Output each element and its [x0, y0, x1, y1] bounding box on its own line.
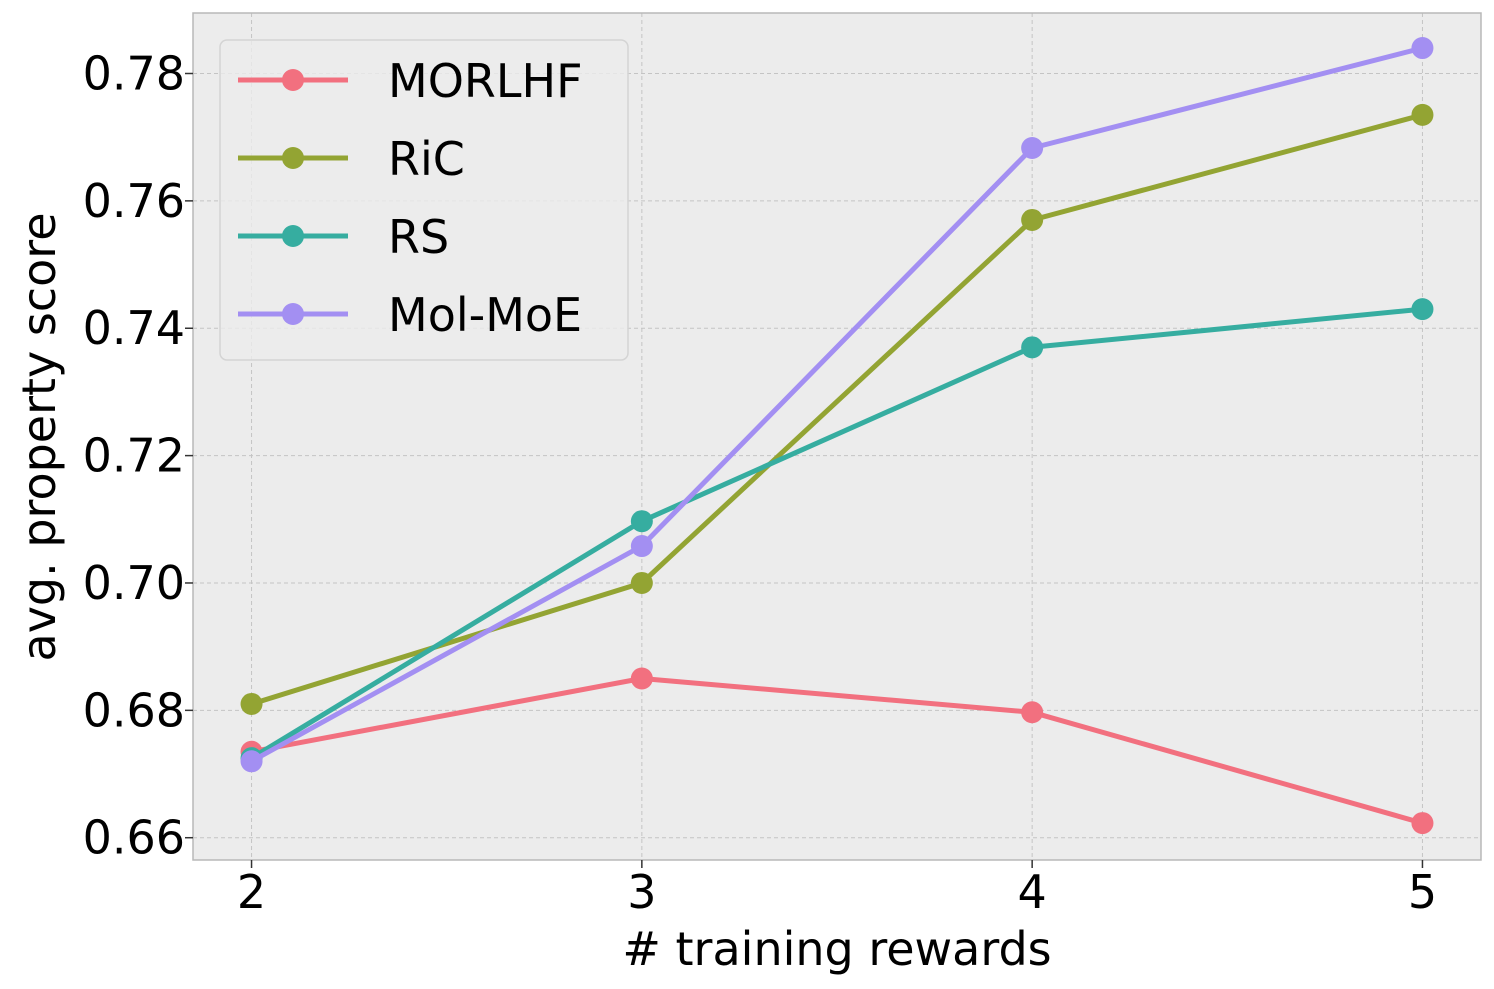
- ric-point: [240, 692, 263, 715]
- mol-moe-line: [250, 45, 1424, 764]
- x-tick-label: 2: [237, 865, 266, 919]
- legend-marker: [282, 69, 304, 91]
- x-tick-label: 4: [1018, 865, 1047, 919]
- legend-item-mol-moe: Mol-MoE: [238, 288, 582, 342]
- x-tick-labels: 2 3 4 5: [237, 860, 1437, 919]
- legend-marker: [282, 147, 304, 169]
- legend-label: Mol-MoE: [388, 288, 582, 342]
- mol-moe-point: [630, 535, 653, 558]
- series-ric: [240, 103, 1434, 715]
- morlhf-point: [1411, 812, 1434, 835]
- mol-moe-point: [1411, 37, 1434, 60]
- ric-point: [1021, 208, 1044, 231]
- ric-line: [250, 112, 1424, 707]
- y-tick-label: 0.68: [83, 683, 185, 737]
- rs-point: [630, 510, 653, 533]
- legend-item-morlhf: MORLHF: [238, 54, 583, 108]
- y-tick-label: 0.74: [83, 301, 185, 355]
- legend-marker: [282, 225, 304, 247]
- legend-label: RS: [388, 210, 449, 264]
- morlhf-point: [1021, 701, 1044, 724]
- x-tick-label: 3: [627, 865, 656, 919]
- x-tick-label: 5: [1408, 865, 1437, 919]
- series-mol-moe: [240, 37, 1434, 773]
- y-tick-label: 0.70: [83, 556, 185, 610]
- y-tick-label: 0.76: [83, 174, 185, 228]
- legend-label: MORLHF: [388, 54, 583, 108]
- plot-frame: [192, 12, 1482, 861]
- y-axis-label: avg. property score: [12, 213, 66, 662]
- mol-moe-point: [240, 750, 263, 773]
- legend-label: RiC: [388, 132, 465, 186]
- y-tick-label: 0.78: [83, 47, 185, 101]
- legend-item-ric: RiC: [238, 132, 465, 186]
- y-tick-labels: 0.66 0.68 0.70 0.72 0.74 0.76 0.78: [83, 47, 193, 865]
- morlhf-point: [630, 667, 653, 690]
- mol-moe-point: [1021, 137, 1044, 160]
- y-tick-label: 0.72: [83, 429, 185, 483]
- legend-marker: [282, 303, 304, 325]
- legend: MORLHF RiC RS Mol-MoE: [219, 39, 629, 361]
- series-lines: [240, 37, 1434, 835]
- legend-box: [219, 39, 629, 361]
- rs-point: [1411, 298, 1434, 321]
- y-tick-label: 0.66: [83, 811, 185, 865]
- legend-item-rs: RS: [238, 210, 449, 264]
- rs-line: [250, 306, 1423, 761]
- x-axis-label: # training rewards: [622, 922, 1051, 976]
- rs-point: [1021, 336, 1044, 359]
- morlhf-line: [251, 676, 1424, 826]
- ric-point: [630, 571, 653, 594]
- ric-point: [1411, 103, 1434, 126]
